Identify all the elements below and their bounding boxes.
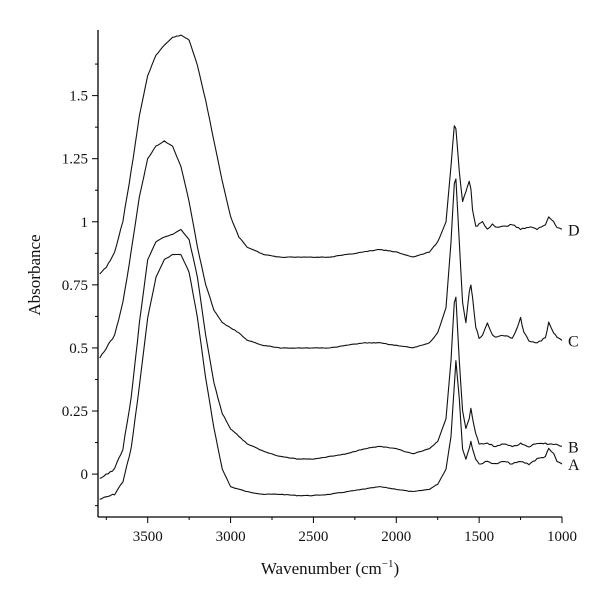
x-axis-title-main: Wavenumber (cm (261, 559, 382, 578)
series-line-b (99, 228, 563, 479)
y-tick-label: 1 (81, 215, 89, 231)
series-label-a: A (568, 457, 580, 474)
x-tick-label: 3500 (133, 529, 163, 545)
series-label-b: B (568, 439, 579, 456)
x-axis-ticks: 3500 3000 2500 2000 1500 1000 (105, 517, 577, 545)
x-tick-label: 1500 (464, 529, 494, 545)
series-label-d: D (568, 222, 580, 239)
x-tick-label: 2500 (298, 529, 328, 545)
y-tick-label: 0.25 (62, 404, 88, 420)
x-axis-title-sup: −1 (382, 558, 394, 570)
y-tick-label: 0.75 (62, 278, 88, 294)
y-axis-ticks: 0 0.25 0.5 0.75 1 1.25 1.5 (62, 63, 98, 507)
x-tick-label: 2000 (381, 529, 411, 545)
x-tick-label: 1000 (547, 529, 577, 545)
x-axis-title-close: ) (393, 559, 399, 578)
y-tick-label: 1.5 (69, 89, 88, 105)
series-line-a (99, 253, 563, 500)
y-tick-label: 0.5 (69, 341, 88, 357)
series-line-d (99, 34, 563, 275)
y-tick-label: 0 (81, 467, 89, 483)
series-label-c: C (568, 333, 579, 350)
y-tick-label: 1.25 (62, 152, 88, 168)
x-axis-title: Wavenumber (cm−1) (261, 558, 399, 578)
x-tick-label: 3000 (216, 529, 246, 545)
spectra-series: AB C D (99, 34, 580, 500)
series-line-c (99, 140, 563, 359)
y-axis-title: Absorbance (25, 234, 44, 315)
